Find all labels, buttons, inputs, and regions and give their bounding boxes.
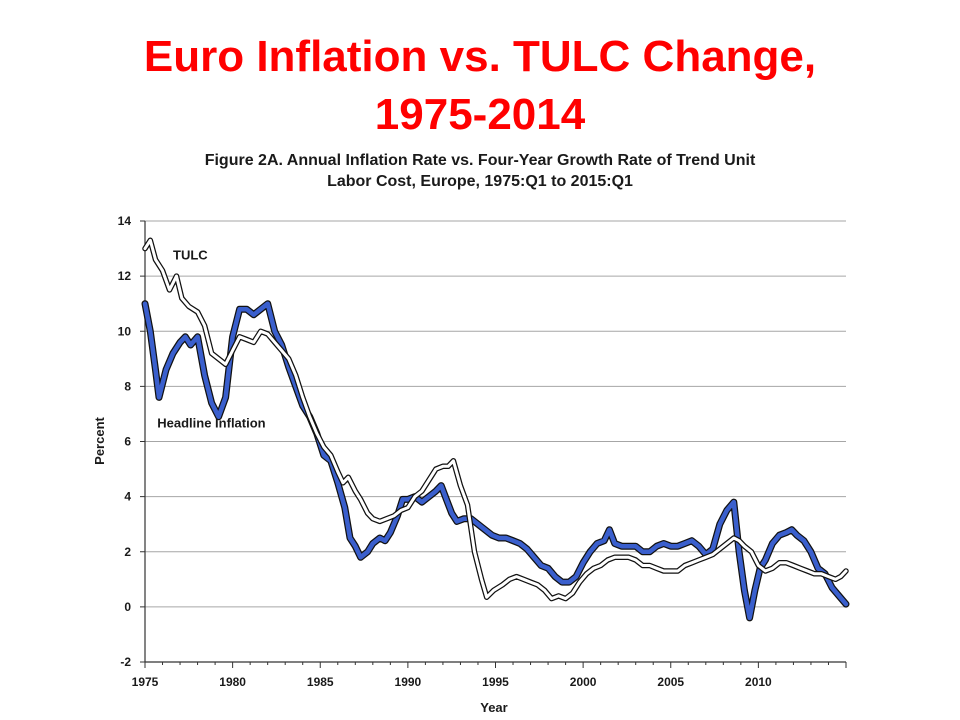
slide-title-line1: Euro Inflation vs. TULC Change, bbox=[143, 32, 817, 81]
series-tulc bbox=[142, 237, 849, 602]
figure-title-line2: Labor Cost, Europe, 1975:Q1 to 2015:Q1 bbox=[327, 173, 633, 190]
y-tick-label: -2 bbox=[120, 655, 131, 669]
y-tick-label: 12 bbox=[118, 269, 132, 283]
axes bbox=[140, 220, 847, 668]
series-line bbox=[142, 301, 849, 621]
y-tick-label: 0 bbox=[124, 600, 131, 614]
x-tick-label: 1985 bbox=[307, 675, 334, 689]
y-tick-label: 6 bbox=[124, 435, 131, 449]
y-axis-label: Percent bbox=[92, 416, 107, 464]
figure-title-line1: Figure 2A. Annual Inflation Rate vs. Fou… bbox=[204, 152, 756, 169]
x-tick-label: 1990 bbox=[395, 675, 422, 689]
annotations: TULC Headline Inflation bbox=[157, 248, 265, 431]
annotation-tulc: TULC bbox=[173, 248, 208, 263]
x-axis-label: Year bbox=[480, 700, 507, 715]
y-tick-label: 8 bbox=[124, 379, 131, 393]
slide-title-line2: 1975-2014 bbox=[374, 90, 586, 139]
x-tick-label: 2000 bbox=[570, 675, 597, 689]
series-line bbox=[143, 238, 848, 601]
figure-title: Figure 2A. Annual Inflation Rate vs. Fou… bbox=[0, 150, 960, 192]
x-tick-label: 2010 bbox=[745, 675, 772, 689]
x-tick-label: 2005 bbox=[657, 675, 684, 689]
y-tick-label: 2 bbox=[124, 545, 131, 559]
series-group bbox=[141, 237, 850, 622]
slide-title: Euro Inflation vs. TULC Change, 1975-201… bbox=[0, 28, 960, 144]
x-tick-label: 1995 bbox=[482, 675, 509, 689]
annotation-headline-inflation: Headline Inflation bbox=[157, 416, 265, 431]
y-tick-label: 10 bbox=[118, 324, 132, 338]
y-tick-label: 4 bbox=[124, 490, 131, 504]
tick-labels: -2 0 2 4 6 8 10 12 14 1975 1980 1985 1990 1995 2000 200… bbox=[118, 214, 772, 689]
x-tick-label: 1975 bbox=[132, 675, 159, 689]
x-tick-label: 1980 bbox=[219, 675, 246, 689]
series-headline-inflation bbox=[141, 300, 850, 622]
grid-lines bbox=[145, 220, 846, 608]
y-tick-label: 14 bbox=[118, 214, 132, 228]
